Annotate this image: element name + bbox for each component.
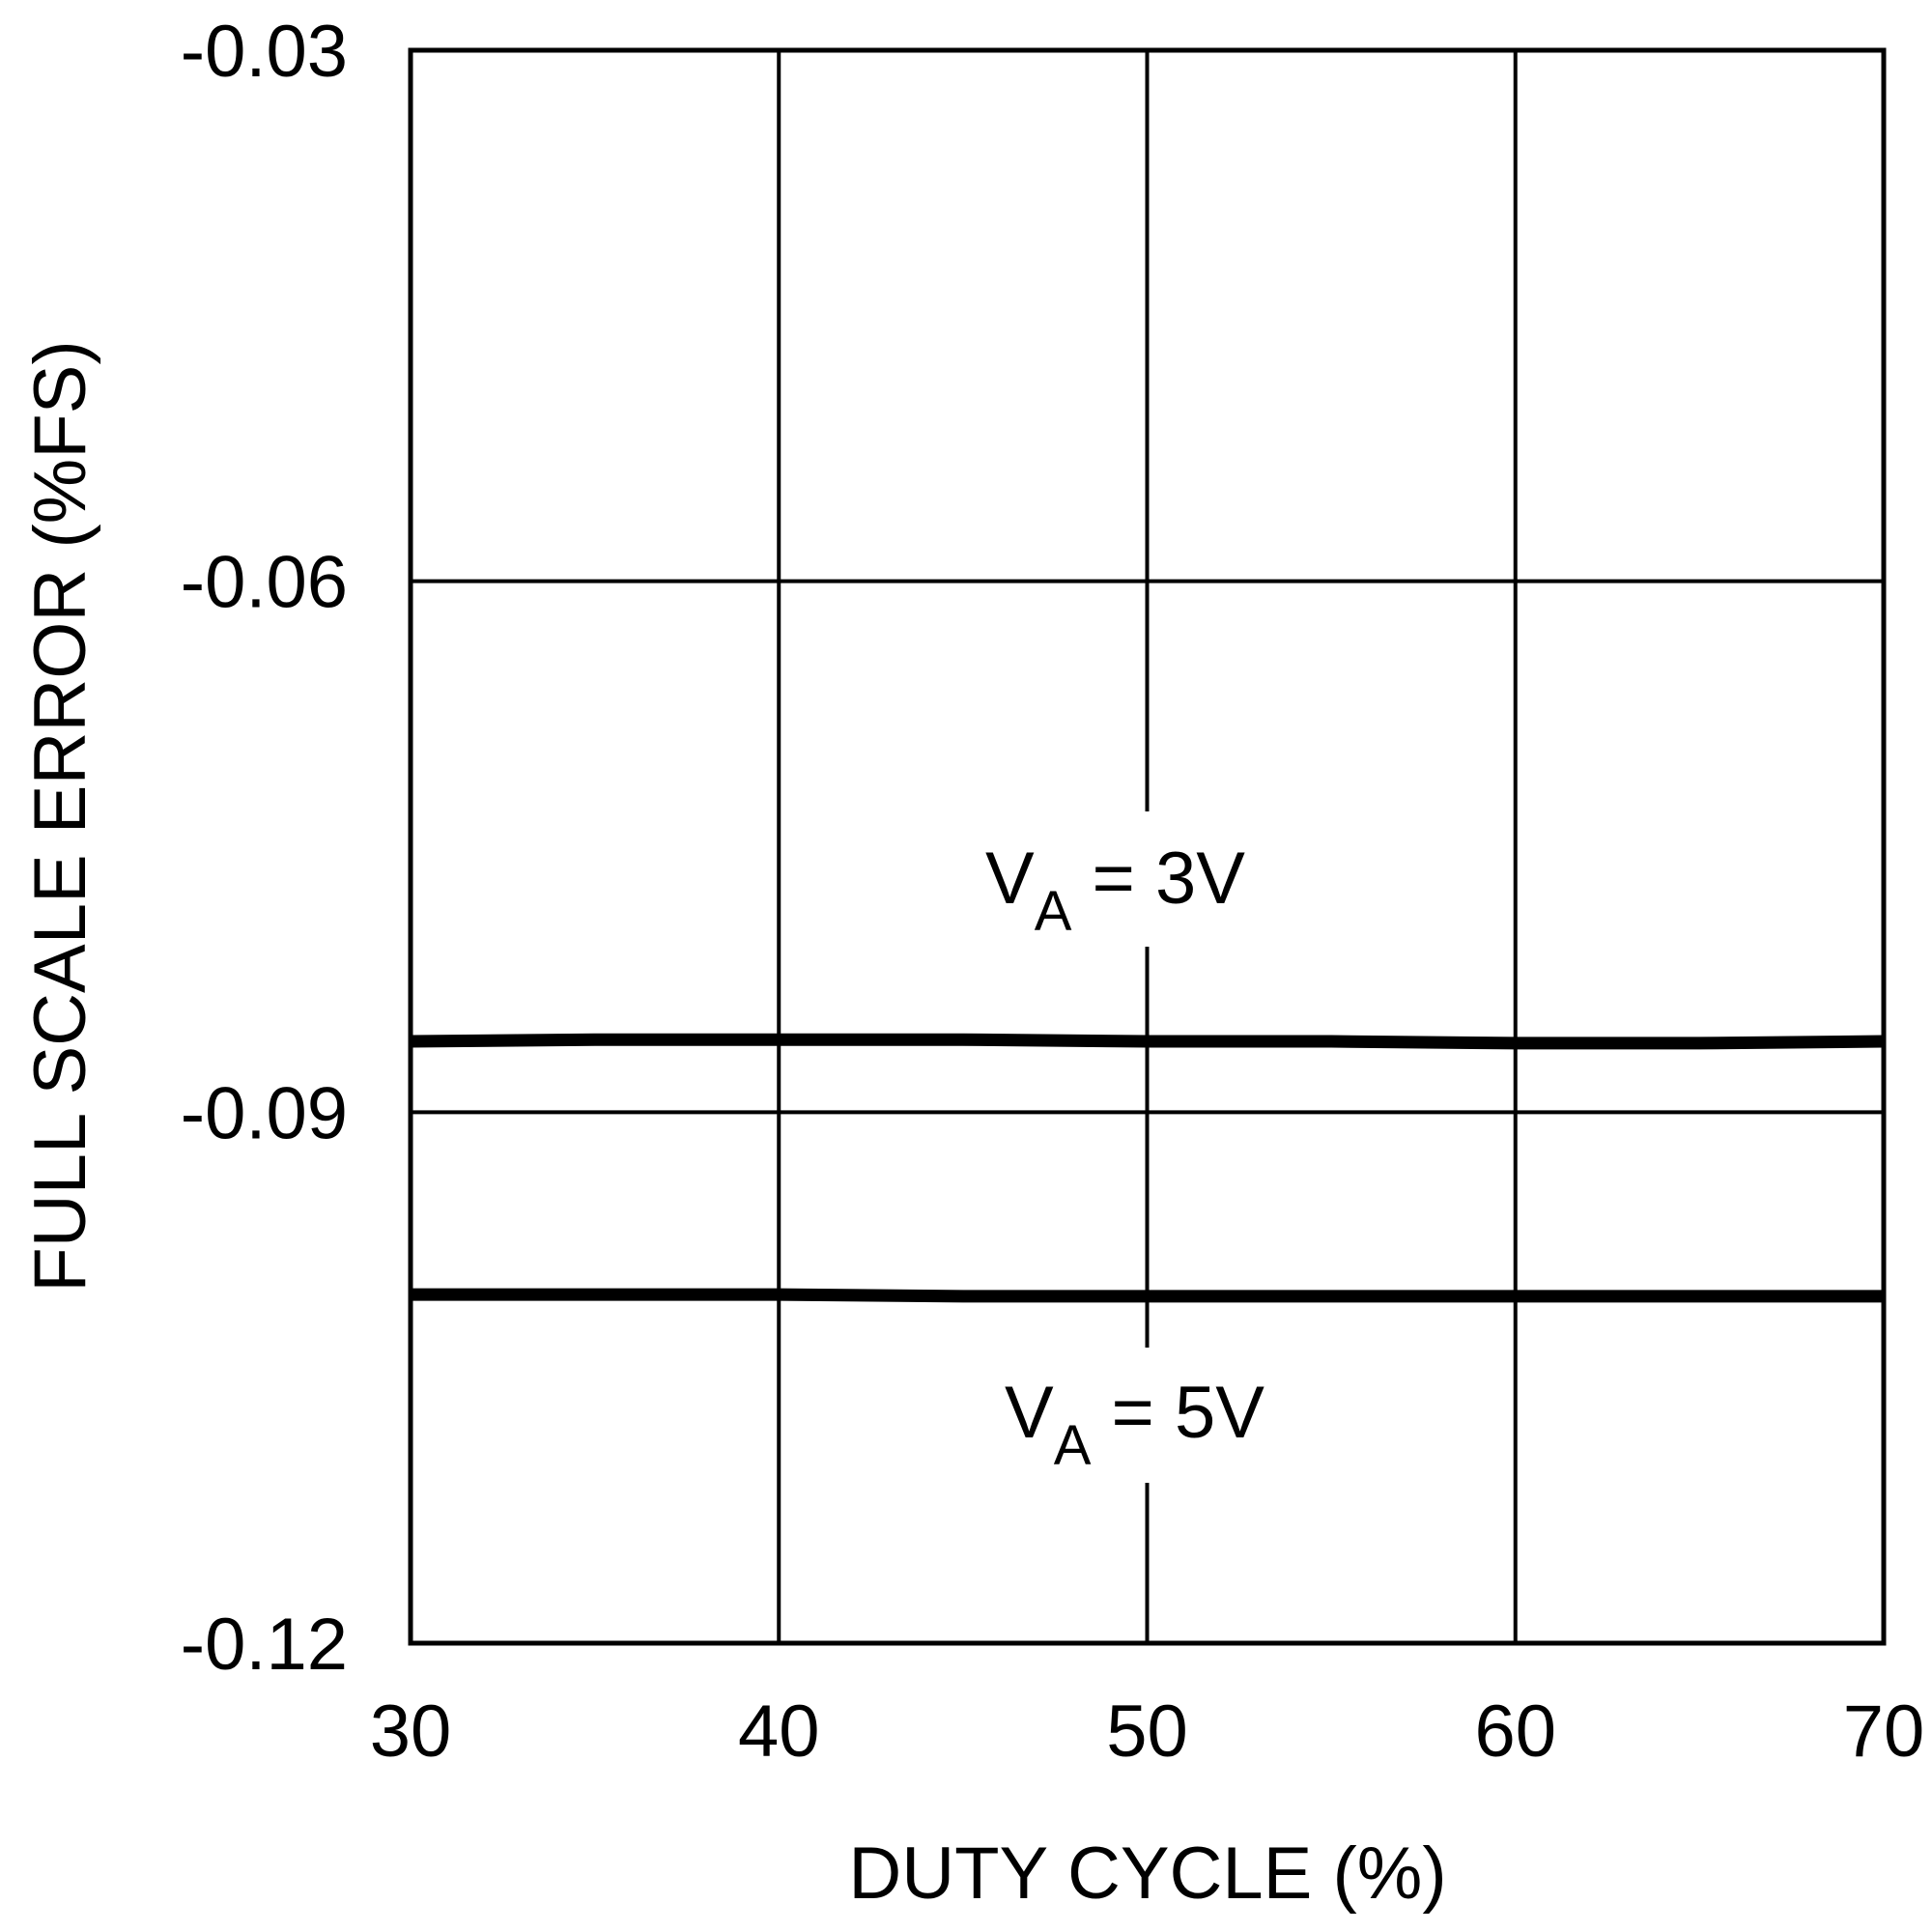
annotation-va-3v-rest: = 3V — [1071, 838, 1245, 920]
plot-frame — [408, 47, 1887, 1646]
x-tick-label-1: 40 — [738, 1690, 820, 1773]
y-axis-title: FULL SCALE ERROR (%FS) — [19, 340, 101, 1292]
y-tick-label-0: -0.03 — [181, 11, 348, 93]
series-line-1 — [411, 1288, 1884, 1303]
annotation-va-5v: VA = 5V — [995, 1348, 1328, 1483]
annotation-va-5v-rest: = 5V — [1091, 1372, 1264, 1454]
y-tick-label-2: -0.09 — [181, 1072, 348, 1154]
svg-text:VA = 3V: VA = 3V — [985, 838, 1245, 943]
x-tick-label-3: 60 — [1474, 1690, 1556, 1773]
plot-border — [408, 47, 1887, 1646]
series-line-0 — [410, 1033, 1885, 1050]
y-tick-labels: -0.03 -0.06 -0.09 -0.12 — [181, 11, 348, 1686]
svg-text:VA = 5V: VA = 5V — [1005, 1372, 1264, 1477]
annotation-va-3v-sub: A — [1035, 880, 1072, 943]
y-tick-label-1: -0.06 — [181, 542, 348, 624]
y-tick-label-3: -0.12 — [181, 1604, 348, 1686]
x-tick-label-0: 30 — [370, 1690, 452, 1773]
x-tick-label-4: 70 — [1843, 1690, 1925, 1773]
x-axis-title: DUTY CYCLE (%) — [848, 1833, 1446, 1915]
x-tick-label-2: 50 — [1106, 1690, 1188, 1773]
annotation-va-3v: VA = 3V — [976, 811, 1309, 947]
x-tick-labels: 30 40 50 60 70 — [370, 1690, 1925, 1773]
annotation-va-5v-main: V — [1005, 1372, 1054, 1454]
series-layer — [410, 1033, 1885, 1303]
annotation-va-3v-main: V — [985, 838, 1035, 920]
annotation-va-5v-sub: A — [1054, 1414, 1092, 1477]
